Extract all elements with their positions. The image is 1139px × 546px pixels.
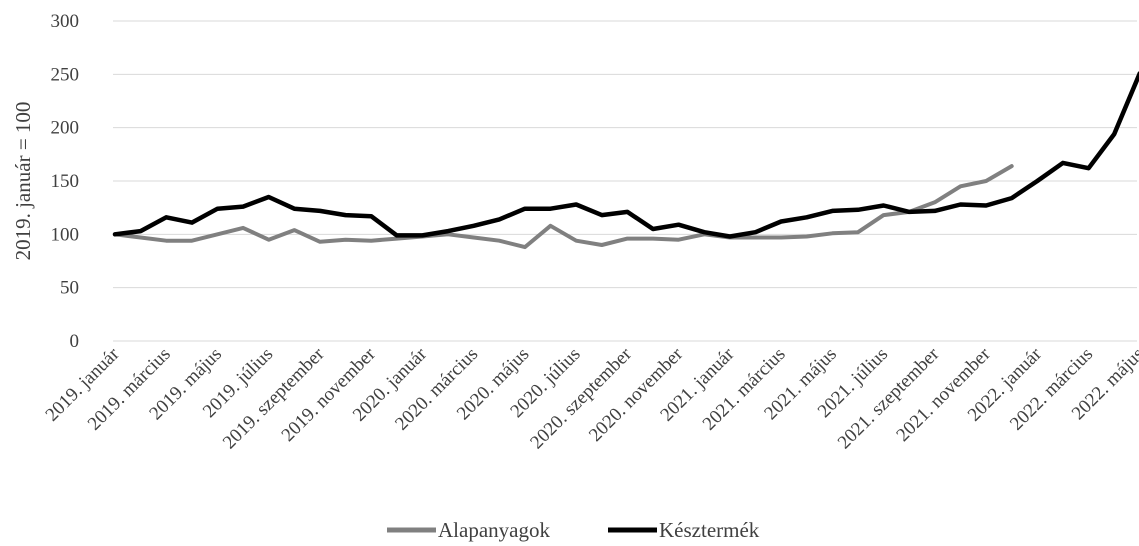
legend: Alapanyagok Késztermék — [387, 518, 760, 542]
y-tick-label: 150 — [51, 171, 80, 192]
series-layer — [112, 71, 1139, 250]
grid — [113, 20, 1137, 289]
series-line-alapanyagok — [113, 164, 1014, 250]
y-tick-label: 50 — [60, 278, 79, 299]
y-tick-label: 0 — [70, 331, 80, 352]
legend-label-keszterm: Késztermék — [659, 518, 760, 542]
y-tick-label: 200 — [51, 118, 80, 139]
y-axis-title: 2019. január = 100 — [11, 102, 35, 261]
y-tick-label: 250 — [51, 64, 80, 85]
legend-label-alapanyagok: Alapanyagok — [438, 518, 550, 542]
series-line-keszterm — [112, 71, 1139, 239]
y-axis-ticks: 0 50 100 150 200 250 300 — [51, 11, 80, 352]
y-tick-label: 100 — [51, 224, 80, 245]
y-tick-label: 300 — [51, 11, 80, 32]
